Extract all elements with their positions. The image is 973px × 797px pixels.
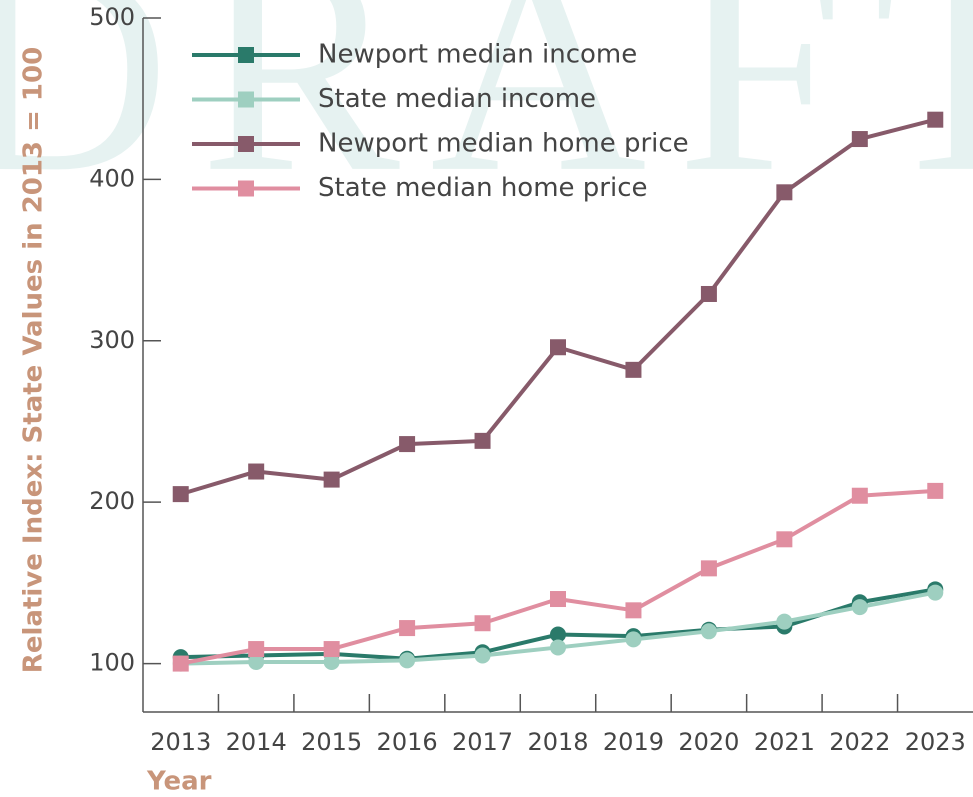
legend-marker xyxy=(238,91,254,108)
x-tick-label: 2015 xyxy=(301,728,362,756)
legend-marker xyxy=(238,47,254,63)
legend-label: State median income xyxy=(318,84,596,114)
point xyxy=(399,436,416,453)
point xyxy=(851,487,868,504)
x-tick-label: 2013 xyxy=(150,728,211,756)
point xyxy=(248,641,265,658)
point xyxy=(776,613,793,630)
x-tick-label: 2023 xyxy=(905,728,966,756)
watermark: DRAFT xyxy=(0,0,973,234)
legend-marker xyxy=(238,136,254,152)
x-tick-label: 2018 xyxy=(527,728,588,756)
x-tick-label: 2020 xyxy=(678,728,739,756)
point xyxy=(776,531,793,548)
legend-label: Newport median home price xyxy=(318,129,689,159)
point xyxy=(550,591,566,608)
x-tick-label: 2016 xyxy=(377,728,438,756)
legend-marker xyxy=(238,180,254,197)
point xyxy=(172,486,189,503)
legend-label: Newport median income xyxy=(318,40,637,70)
point xyxy=(625,602,642,619)
point xyxy=(323,653,340,670)
point xyxy=(474,647,491,664)
x-tick-label: 2022 xyxy=(829,728,890,756)
point xyxy=(851,131,868,148)
point xyxy=(399,652,416,669)
point xyxy=(851,599,868,616)
point xyxy=(474,615,491,632)
point xyxy=(550,639,566,656)
point xyxy=(323,471,340,488)
point xyxy=(550,626,566,643)
point xyxy=(474,432,491,449)
legend-label: State median home price xyxy=(318,173,648,203)
point xyxy=(700,560,717,577)
y-tick-label: 200 xyxy=(89,487,135,515)
point xyxy=(550,339,566,356)
y-axis-label: Relative Index: State Values in 2013 = 1… xyxy=(19,47,49,673)
x-tick-label: 2021 xyxy=(754,728,815,756)
point xyxy=(700,285,717,302)
point xyxy=(172,655,189,672)
point xyxy=(625,631,642,648)
point xyxy=(776,184,793,201)
x-axis-label: Year xyxy=(146,767,212,797)
point xyxy=(625,361,642,378)
point xyxy=(927,482,944,499)
point xyxy=(927,584,944,601)
y-tick-label: 500 xyxy=(89,3,135,31)
point xyxy=(248,653,265,670)
y-tick-label: 100 xyxy=(89,649,135,677)
x-tick-label: 2019 xyxy=(603,728,664,756)
y-tick-label: 400 xyxy=(89,164,135,192)
point xyxy=(248,463,265,480)
point xyxy=(399,620,416,637)
x-tick-label: 2017 xyxy=(452,728,513,756)
x-tick-label: 2014 xyxy=(226,728,287,756)
y-tick-label: 300 xyxy=(89,326,135,354)
point xyxy=(700,623,717,640)
point xyxy=(927,111,944,128)
point xyxy=(323,641,340,658)
